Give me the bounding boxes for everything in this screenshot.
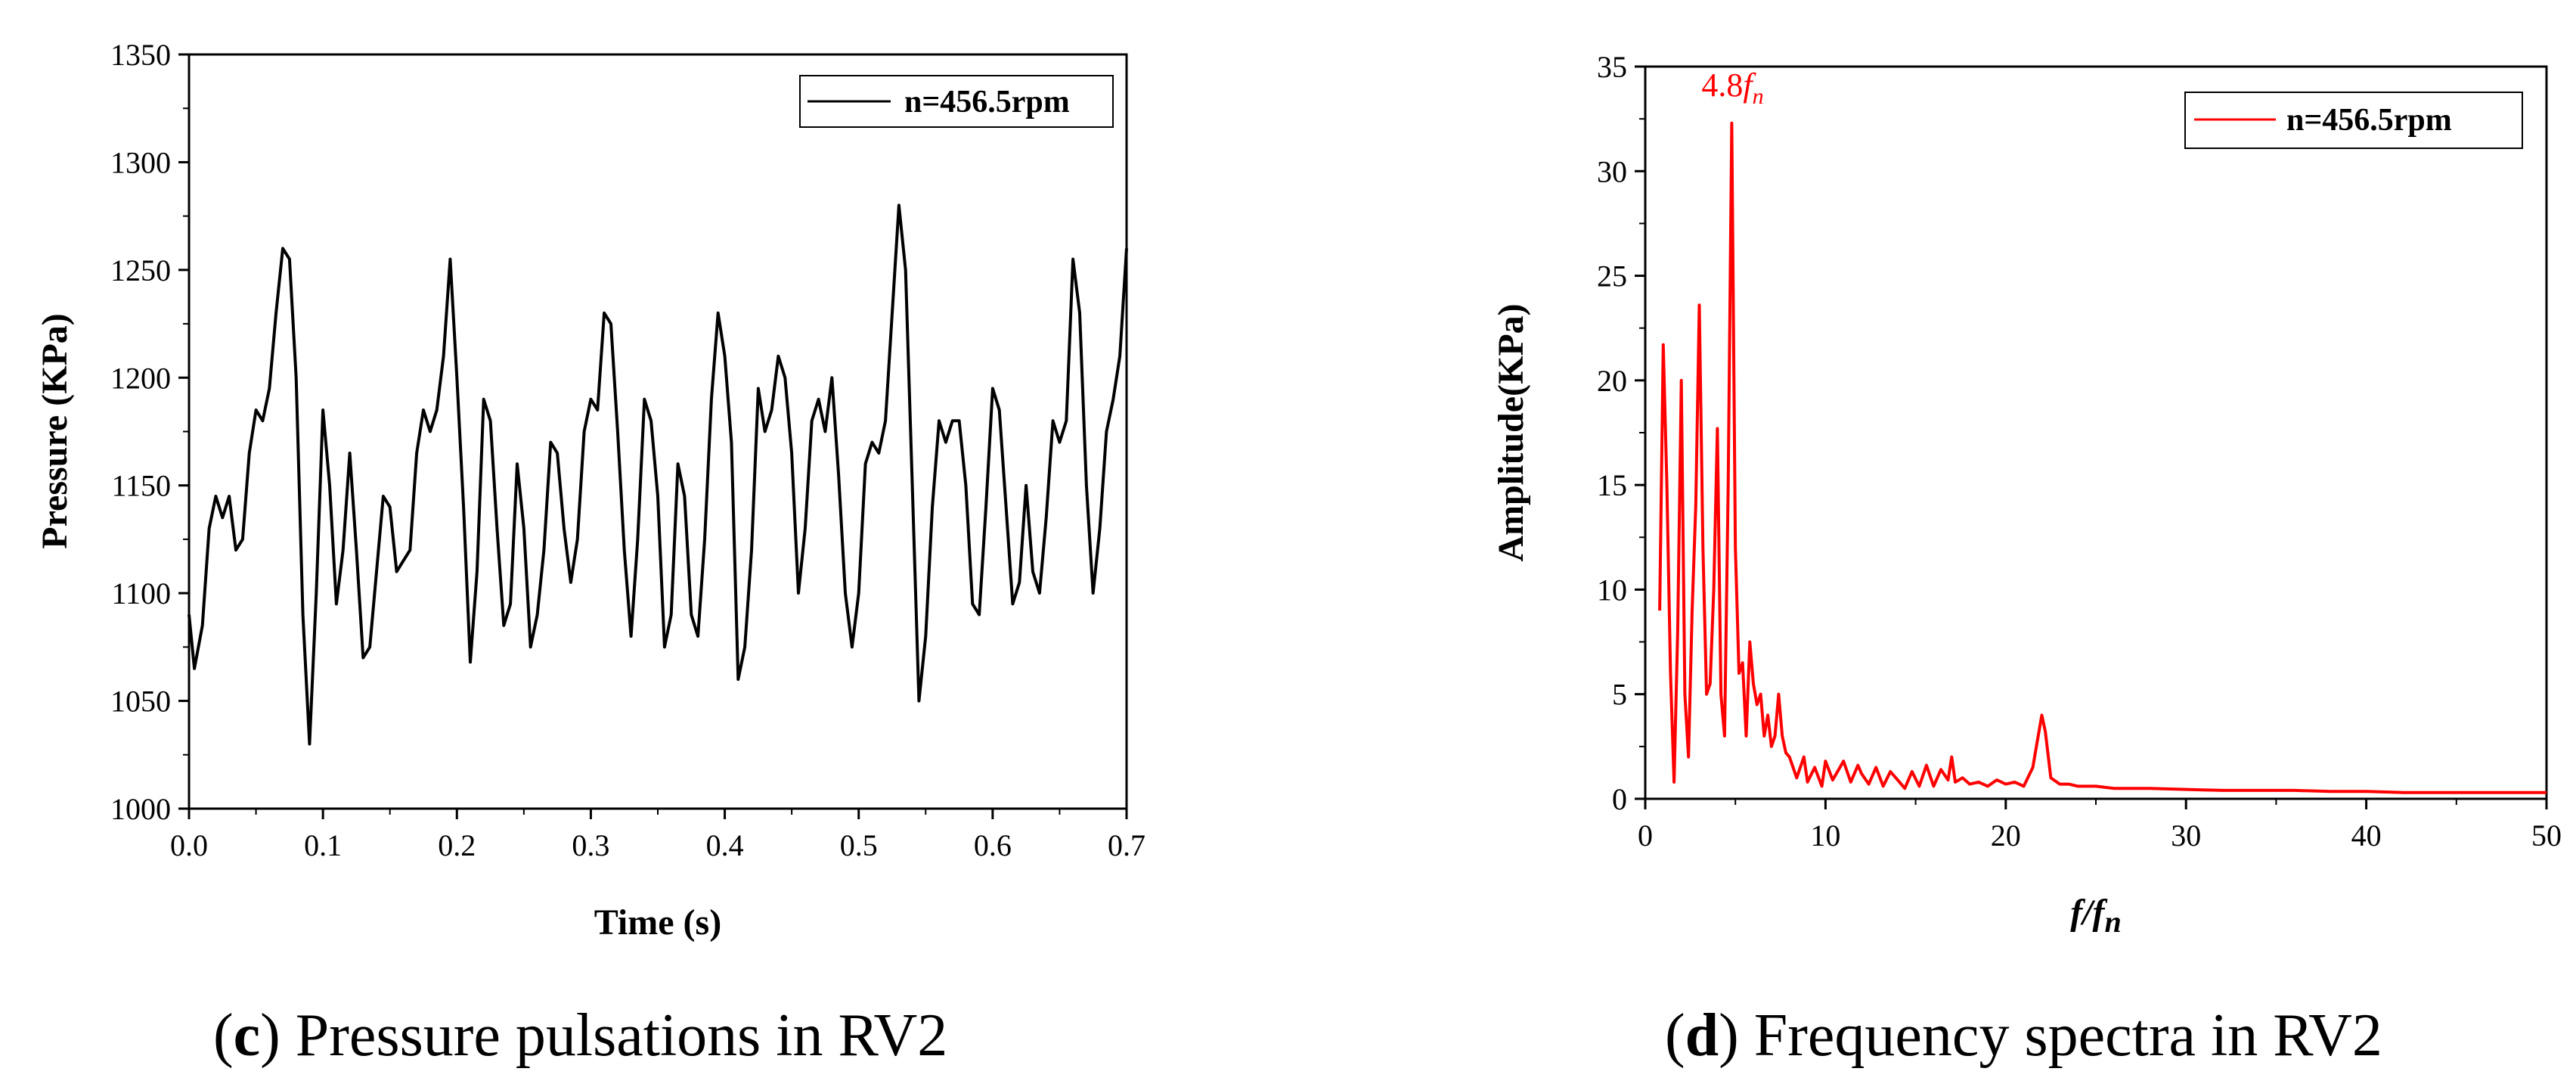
x-tick-label: 0.5 [840, 828, 878, 862]
axis-ticks: 0 10 20 30 40 50 0 5 10 15 20 25 30 35 [1597, 50, 2562, 853]
series-line-0 [188, 203, 1128, 746]
y-tick-label: 1250 [110, 253, 171, 287]
y-tick-label: 1000 [110, 792, 171, 826]
x-axis-label: Time (s) [594, 902, 721, 943]
legend-label: n=456.5rpm [2286, 103, 2452, 138]
x-tick-label: 0.7 [1108, 828, 1145, 862]
y-tick-label: 1300 [110, 145, 171, 179]
series-line-0 [1658, 121, 2547, 794]
plot-frame [1644, 65, 2548, 800]
y-tick-label: 5 [1612, 678, 1627, 712]
y-tick-label: 0 [1612, 782, 1627, 816]
series-group [188, 203, 1128, 746]
plot-frame [188, 53, 1128, 810]
x-tick-label: 0.1 [304, 828, 342, 862]
y-tick-label: 15 [1597, 468, 1627, 502]
caption-d: (d) Frequency spectra in RV2 [1665, 1002, 2382, 1069]
y-tick-label: 20 [1597, 364, 1627, 398]
y-tick-label: 1100 [111, 576, 171, 610]
caption-c: (c) Pressure pulsations in RV2 [213, 1002, 947, 1069]
legend: n=456.5rpm [2184, 92, 2523, 149]
x-tick-label: 0.2 [438, 828, 476, 862]
y-tick-label: 30 [1597, 154, 1627, 188]
x-tick-label: 30 [2171, 818, 2201, 853]
chart-pressure-pulsations: 0.0 0.1 0.2 0.3 0.4 0.5 0.6 0.7 1000 1050 1100 1150… [35, 38, 1145, 1069]
y-tick-label: 1200 [110, 361, 171, 395]
x-tick-label: 0.4 [706, 828, 744, 862]
y-tick-label: 1050 [110, 685, 171, 719]
peak-annotation: 4.8fn [1701, 67, 1763, 109]
legend: n=456.5rpm [799, 75, 1114, 128]
y-tick-label: 35 [1597, 50, 1627, 84]
x-tick-label: 0 [1638, 818, 1653, 853]
series-group [1658, 121, 2547, 794]
y-tick-label: 1350 [110, 38, 171, 72]
x-tick-label: 10 [1810, 818, 1840, 853]
y-axis-label: Amplitude(KPa) [1491, 303, 1531, 561]
x-axis-label: f/fn [2070, 893, 2122, 939]
y-tick-label: 25 [1597, 259, 1627, 293]
y-tick-label: 10 [1597, 573, 1627, 607]
x-tick-label: 50 [2531, 818, 2562, 853]
x-tick-label: 0.0 [170, 828, 208, 862]
legend-label: n=456.5rpm [904, 85, 1070, 120]
x-tick-label: 20 [1991, 818, 2021, 853]
x-tick-label: 0.3 [572, 828, 609, 862]
y-axis-label: Pressure (KPa) [35, 313, 75, 548]
chart-frequency-spectra: 0 10 20 30 40 50 0 5 10 15 20 25 30 35 n=456.5rpm 4.8… [1491, 50, 2562, 1069]
axis-ticks: 0.0 0.1 0.2 0.3 0.4 0.5 0.6 0.7 1000 1050 1100 1150… [110, 38, 1145, 862]
x-tick-label: 0.6 [974, 828, 1012, 862]
x-tick-label: 40 [2351, 818, 2382, 853]
y-tick-label: 1150 [111, 469, 171, 503]
